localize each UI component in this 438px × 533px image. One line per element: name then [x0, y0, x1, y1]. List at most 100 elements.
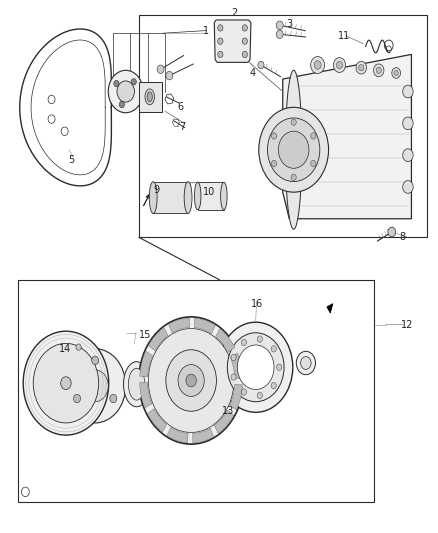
Text: 6: 6 [177, 102, 183, 112]
Circle shape [276, 30, 283, 38]
Wedge shape [229, 384, 242, 410]
Circle shape [82, 370, 108, 402]
Circle shape [258, 107, 328, 192]
Circle shape [296, 351, 315, 375]
Circle shape [230, 354, 236, 361]
Ellipse shape [184, 182, 191, 214]
Circle shape [138, 317, 243, 444]
Circle shape [336, 61, 342, 69]
Circle shape [310, 160, 315, 167]
Circle shape [217, 38, 223, 44]
Ellipse shape [147, 92, 152, 102]
Text: 2: 2 [231, 8, 237, 18]
Circle shape [185, 374, 196, 387]
Text: 8: 8 [399, 232, 405, 243]
Circle shape [271, 346, 276, 352]
Circle shape [402, 181, 412, 193]
Circle shape [217, 51, 223, 58]
Circle shape [271, 160, 276, 167]
Text: 15: 15 [139, 330, 151, 341]
Polygon shape [282, 54, 410, 219]
Circle shape [242, 38, 247, 44]
Circle shape [358, 64, 363, 71]
Circle shape [276, 364, 281, 370]
Circle shape [237, 345, 273, 390]
Wedge shape [166, 427, 187, 443]
Circle shape [117, 81, 134, 102]
Wedge shape [214, 410, 233, 433]
Text: 11: 11 [337, 31, 349, 41]
Circle shape [300, 357, 311, 369]
Circle shape [387, 227, 395, 237]
Text: 3: 3 [286, 19, 292, 29]
Circle shape [166, 71, 173, 80]
Circle shape [217, 25, 223, 31]
Text: 7: 7 [179, 122, 185, 132]
Circle shape [242, 51, 247, 58]
Circle shape [242, 25, 247, 31]
Wedge shape [148, 327, 168, 351]
Text: 4: 4 [249, 68, 255, 78]
Circle shape [257, 61, 263, 69]
Circle shape [310, 56, 324, 74]
Circle shape [402, 85, 412, 98]
Circle shape [148, 328, 233, 432]
Circle shape [241, 389, 246, 395]
Circle shape [314, 61, 321, 69]
Ellipse shape [220, 182, 226, 210]
Polygon shape [326, 304, 332, 313]
Circle shape [391, 68, 399, 78]
Circle shape [23, 331, 109, 435]
Circle shape [373, 64, 383, 77]
Ellipse shape [145, 89, 154, 105]
Circle shape [241, 340, 246, 345]
Wedge shape [192, 428, 213, 443]
Polygon shape [153, 182, 187, 214]
Circle shape [108, 70, 143, 113]
Circle shape [64, 349, 125, 423]
Circle shape [113, 80, 119, 87]
Circle shape [227, 333, 283, 402]
Wedge shape [230, 353, 242, 378]
Circle shape [131, 78, 136, 85]
Circle shape [92, 356, 99, 365]
Wedge shape [194, 318, 215, 334]
Circle shape [290, 119, 296, 125]
Circle shape [375, 67, 381, 74]
Text: 9: 9 [153, 184, 159, 195]
Circle shape [257, 336, 262, 342]
Circle shape [119, 101, 124, 108]
Circle shape [402, 117, 412, 130]
Wedge shape [139, 382, 152, 408]
Circle shape [166, 350, 216, 411]
Circle shape [402, 149, 412, 161]
Circle shape [257, 392, 262, 399]
Circle shape [60, 377, 71, 390]
Wedge shape [215, 329, 234, 352]
Text: 1: 1 [203, 26, 209, 36]
Polygon shape [197, 182, 223, 210]
Ellipse shape [149, 182, 157, 214]
Circle shape [290, 174, 296, 181]
Ellipse shape [194, 182, 201, 210]
Wedge shape [147, 409, 166, 432]
Ellipse shape [128, 368, 145, 400]
Text: 5: 5 [68, 156, 74, 165]
Circle shape [110, 394, 117, 403]
Ellipse shape [123, 362, 149, 407]
Circle shape [218, 322, 292, 413]
Circle shape [310, 133, 315, 139]
Circle shape [76, 344, 81, 350]
Circle shape [393, 70, 397, 76]
Circle shape [278, 131, 308, 168]
Text: 16: 16 [250, 298, 262, 309]
Text: 14: 14 [58, 344, 71, 354]
Text: 12: 12 [400, 320, 412, 330]
Text: 13: 13 [222, 406, 234, 416]
Circle shape [33, 343, 99, 423]
Circle shape [157, 65, 164, 74]
Wedge shape [139, 351, 152, 377]
Circle shape [178, 365, 204, 397]
Circle shape [271, 383, 276, 389]
Wedge shape [168, 318, 189, 333]
